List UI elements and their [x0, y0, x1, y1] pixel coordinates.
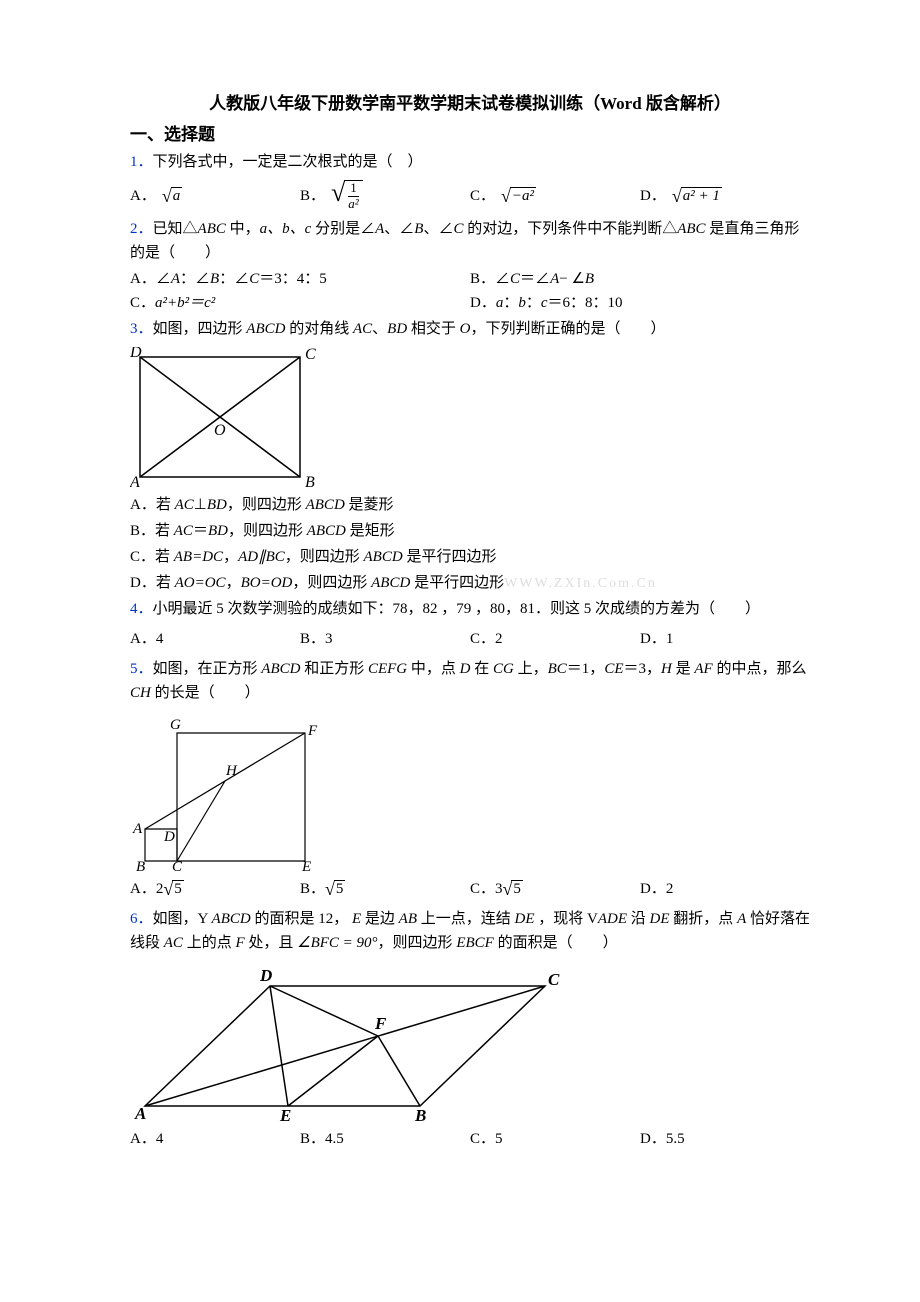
svg-text:C: C	[305, 347, 316, 363]
q1-opt-b: B． √ 1a²	[300, 180, 470, 211]
svg-text:A: A	[130, 474, 140, 487]
q6-opt-c: C．5	[470, 1127, 640, 1151]
q2-row1: A．∠A：∠B：∠C＝3：4：5 B．∠C＝∠A− ∠B	[130, 267, 810, 291]
q3-opt-c: C．若 AB=DC，AD∥BC，则四边形 ABCD 是平行四边形	[130, 545, 810, 569]
q5-options: A．2√5 B．√5 C．3√5 D．2	[130, 877, 810, 901]
svg-text:O: O	[214, 422, 226, 439]
question-2: 2．已知△ABC 中，a、b、c 分别是∠A、∠B、∠C 的对边，下列条件中不能…	[130, 217, 810, 265]
q4-opt-c: C．2	[470, 627, 640, 651]
svg-text:F: F	[307, 723, 318, 739]
q4-opt-d: D．1	[640, 627, 810, 651]
q5-figure: A B C D E F G H	[130, 711, 320, 871]
q5-opt-a: A．2√5	[130, 877, 300, 901]
q2-row2: C．a²+b²＝c² D．a：b：c＝6：8：10	[130, 291, 810, 315]
svg-text:D: D	[130, 347, 142, 361]
section-heading: 一、选择题	[130, 121, 810, 148]
svg-text:C: C	[172, 859, 183, 871]
svg-text:C: C	[548, 970, 560, 989]
q1-number: 1．	[130, 154, 153, 170]
q1-text: 下列各式中，一定是二次根式的是（ ）	[153, 154, 423, 170]
q3-opt-d: D．若 AO=OC，BO=OD，则四边形 ABCD 是平行四边形WWW.ZXIn…	[130, 571, 810, 595]
svg-text:G: G	[170, 717, 181, 733]
question-4: 4．小明最近 5 次数学测验的成绩如下：78，82 ，79 ，80，81．则这 …	[130, 597, 810, 621]
q4-opt-b: B．3	[300, 627, 470, 651]
question-5: 5．如图，在正方形 ABCD 和正方形 CEFG 中，点 D 在 CG 上，BC…	[130, 657, 810, 705]
q2-opt-a: A．∠A：∠B：∠C＝3：4：5	[130, 267, 470, 291]
question-3: 3．如图，四边形 ABCD 的对角线 AC、BD 相交于 O，下列判断正确的是（…	[130, 317, 810, 341]
q3-figure: D C A B O	[130, 347, 320, 487]
svg-text:F: F	[374, 1014, 387, 1033]
page-title: 人教版八年级下册数学南平数学期末试卷模拟训练（Word 版含解析）	[130, 90, 810, 117]
svg-text:D: D	[163, 829, 175, 845]
q4-opt-a: A．4	[130, 627, 300, 651]
q1-opt-c: C． √−a²	[470, 180, 640, 211]
q4-options: A．4 B．3 C．2 D．1	[130, 627, 810, 651]
svg-text:B: B	[136, 859, 145, 871]
q1-opt-d: D． √a² + 1	[640, 180, 810, 211]
svg-text:B: B	[305, 474, 315, 487]
q5-opt-b: B．√5	[300, 877, 470, 901]
q1-opt-a: A． √a	[130, 180, 300, 211]
svg-text:H: H	[225, 763, 238, 779]
svg-text:B: B	[414, 1106, 426, 1121]
q6-opt-b: B．4.5	[300, 1127, 470, 1151]
q1-options: A． √a B． √ 1a² C． √−a² D． √a² + 1	[130, 180, 810, 211]
q5-opt-c: C．3√5	[470, 877, 640, 901]
q5-opt-d: D．2	[640, 877, 810, 901]
q6-figure: A B C D E F	[130, 961, 560, 1121]
q6-opt-d: D．5.5	[640, 1127, 810, 1151]
q3-opt-b: B．若 AC＝BD，则四边形 ABCD 是矩形	[130, 519, 810, 543]
q6-options: A．4 B．4.5 C．5 D．5.5	[130, 1127, 810, 1151]
q2-opt-c: C．a²+b²＝c²	[130, 291, 470, 315]
q2-opt-d: D．a：b：c＝6：8：10	[470, 291, 810, 315]
q6-opt-a: A．4	[130, 1127, 300, 1151]
question-1: 1．下列各式中，一定是二次根式的是（ ）	[130, 150, 810, 174]
watermark: WWW.ZXIn.Com.Cn	[504, 576, 657, 591]
svg-text:D: D	[259, 966, 272, 985]
q2-opt-b: B．∠C＝∠A− ∠B	[470, 267, 810, 291]
q3-opt-a: A．若 AC⊥BD，则四边形 ABCD 是菱形	[130, 493, 810, 517]
svg-text:E: E	[301, 859, 311, 871]
question-6: 6．如图，Y ABCD 的面积是 12， E 是边 AB 上一点，连结 DE ，…	[130, 907, 810, 955]
svg-text:A: A	[132, 821, 143, 837]
svg-text:A: A	[134, 1104, 146, 1121]
svg-text:E: E	[279, 1106, 291, 1121]
